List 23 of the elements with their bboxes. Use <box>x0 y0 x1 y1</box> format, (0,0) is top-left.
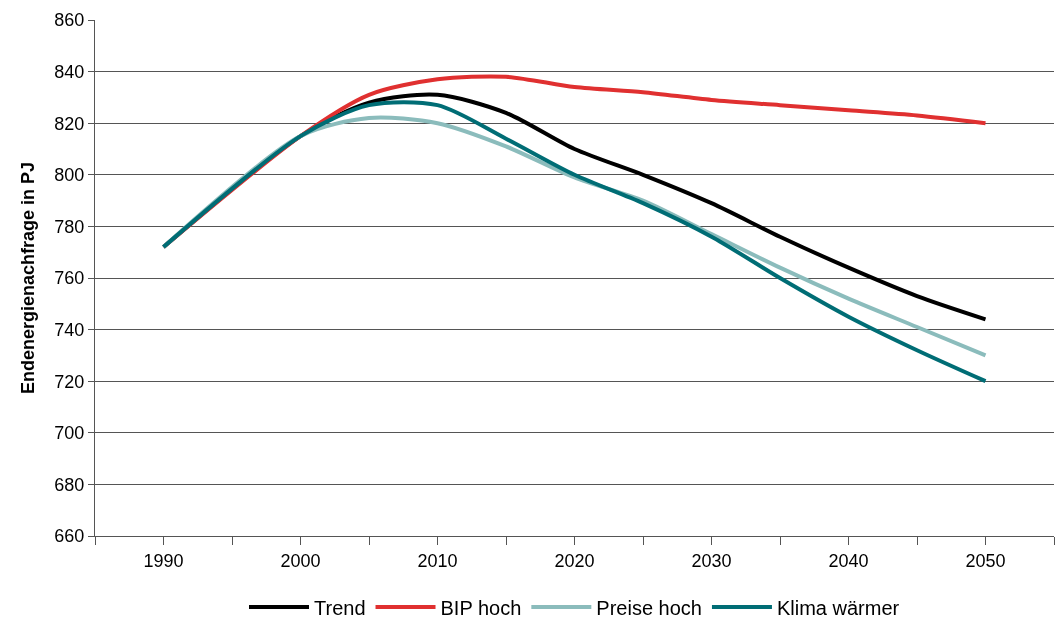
y-tick-label: 820 <box>54 113 85 134</box>
y-tick-label: 680 <box>54 474 85 495</box>
x-tick-label: 2020 <box>554 550 595 571</box>
y-tick-label: 660 <box>54 526 85 547</box>
x-tick-label: 2010 <box>417 550 458 571</box>
legend-label: BIP hoch <box>440 596 522 619</box>
y-tick-label: 780 <box>54 216 85 237</box>
x-tick-label: 2030 <box>691 550 732 571</box>
x-tick-label: 2040 <box>828 550 869 571</box>
y-tick-label: 700 <box>54 423 85 444</box>
y-tick-label: 740 <box>54 319 85 340</box>
y-tick-label: 760 <box>54 268 85 289</box>
x-tick-label: 2000 <box>280 550 321 571</box>
y-tick-label: 720 <box>54 371 85 392</box>
legend-label: Klima wärmer <box>776 596 900 619</box>
legend-label: Trend <box>314 596 366 619</box>
y-axis-title: Endenergienachfrage in PJ <box>17 161 38 395</box>
y-tick-label: 860 <box>54 10 85 31</box>
y-tick-label: 840 <box>54 61 85 82</box>
y-tick-label: 800 <box>54 165 85 186</box>
x-tick-label: 1990 <box>143 550 184 571</box>
legend-label: Preise hoch <box>596 596 702 619</box>
x-tick-label: 2050 <box>965 550 1006 571</box>
